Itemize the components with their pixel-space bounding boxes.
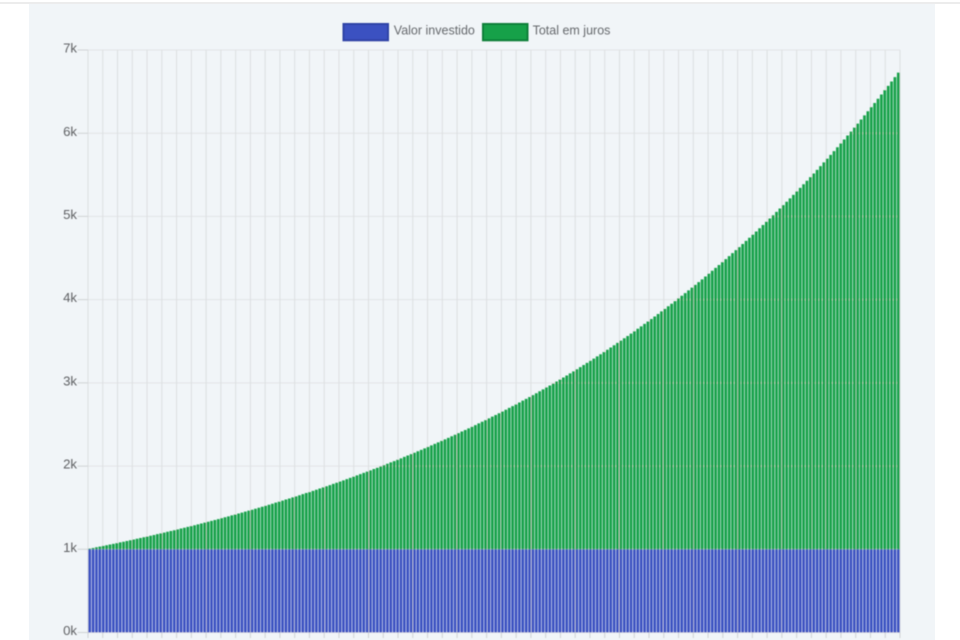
- svg-text:1k: 1k: [63, 540, 77, 555]
- svg-text:7k: 7k: [63, 41, 77, 56]
- svg-text:Valor investido: Valor investido: [394, 23, 475, 37]
- svg-text:0k: 0k: [63, 623, 77, 638]
- svg-text:5k: 5k: [63, 207, 77, 222]
- svg-text:3k: 3k: [63, 374, 77, 389]
- svg-text:2k: 2k: [63, 457, 77, 472]
- svg-text:6k: 6k: [63, 124, 77, 139]
- svg-text:Total em juros: Total em juros: [533, 23, 611, 37]
- svg-text:4k: 4k: [63, 290, 77, 305]
